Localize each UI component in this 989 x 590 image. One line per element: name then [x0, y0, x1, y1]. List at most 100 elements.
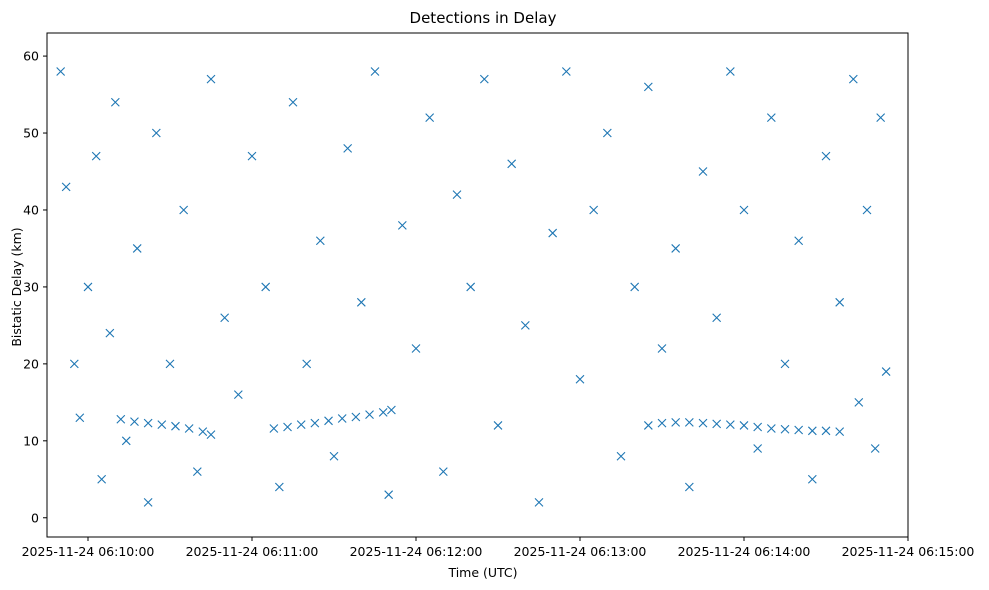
data-point — [83, 282, 93, 292]
data-point — [69, 359, 79, 369]
x-tick-label: 2025-11-24 06:10:00 — [22, 544, 155, 559]
y-axis: 0 10 20 30 40 50 60 — [23, 49, 47, 525]
data-point — [712, 313, 722, 323]
data-point — [848, 74, 858, 84]
data-point — [151, 128, 161, 138]
data-point — [739, 421, 749, 430]
data-point — [616, 451, 626, 461]
data-point — [269, 424, 279, 433]
data-point — [766, 424, 776, 433]
x-tick-label: 2025-11-24 06:14:00 — [678, 544, 811, 559]
data-point — [397, 220, 407, 230]
x-axis-label: Time (UTC) — [447, 565, 517, 580]
data-point — [132, 244, 142, 253]
data-point — [220, 313, 230, 323]
x-tick-label: 2025-11-24 06:11:00 — [186, 544, 319, 559]
data-point — [698, 418, 708, 428]
x-axis: 2025-11-24 06:10:00 2025-11-24 06:11:00 20… — [22, 537, 975, 559]
data-point — [780, 424, 790, 434]
data-point — [561, 67, 571, 76]
data-point — [206, 74, 216, 84]
data-point — [671, 417, 681, 427]
data-point — [657, 418, 667, 428]
data-point — [520, 321, 530, 330]
y-tick-label: 20 — [23, 356, 39, 371]
y-tick-label: 60 — [23, 49, 39, 64]
data-point — [274, 482, 284, 492]
data-point — [143, 418, 153, 428]
data-point — [310, 418, 320, 428]
data-point — [507, 159, 517, 169]
data-point — [143, 497, 153, 507]
data-point — [365, 410, 374, 420]
x-tick-label: 2025-11-24 06:12:00 — [350, 544, 483, 559]
data-point — [753, 422, 763, 432]
data-point — [876, 113, 886, 123]
y-tick-label: 50 — [23, 126, 39, 141]
data-point — [261, 282, 271, 292]
data-point — [643, 82, 653, 92]
data-point — [643, 421, 653, 430]
y-tick-label: 0 — [31, 510, 39, 525]
data-point — [684, 482, 694, 492]
data-point — [337, 414, 347, 423]
data-point — [548, 228, 558, 238]
data-point — [283, 422, 292, 432]
chart-title: Detections in Delay — [410, 9, 557, 27]
data-point — [807, 426, 817, 436]
data-point — [821, 426, 831, 436]
data-point — [712, 419, 722, 429]
data-point — [794, 236, 804, 246]
data-point — [698, 167, 708, 176]
data-point — [739, 205, 749, 215]
data-point — [807, 474, 817, 484]
data-point — [821, 151, 831, 161]
data-point — [794, 425, 804, 435]
data-point — [479, 74, 489, 84]
data-point — [854, 397, 864, 407]
data-point — [121, 436, 131, 446]
data-point — [881, 367, 891, 376]
data-point — [198, 427, 208, 436]
data-point — [61, 182, 71, 192]
data-point — [247, 151, 257, 161]
data-point — [630, 282, 640, 292]
data-point — [165, 359, 175, 369]
x-tick-label: 2025-11-24 06:15:00 — [842, 544, 975, 559]
data-point — [343, 144, 353, 153]
data-point — [534, 497, 544, 507]
data-point — [171, 421, 180, 431]
data-point — [192, 467, 202, 476]
data-point — [302, 359, 312, 369]
y-tick-label: 40 — [23, 202, 39, 217]
data-point — [157, 420, 167, 430]
data-point — [493, 421, 503, 430]
data-point — [425, 113, 435, 123]
data-point — [684, 417, 694, 427]
data-point — [356, 297, 366, 307]
data-point — [452, 190, 462, 199]
data-point — [233, 390, 243, 400]
data-point — [75, 413, 85, 423]
data-point — [411, 344, 421, 353]
data-point — [671, 244, 681, 253]
data-point — [438, 467, 448, 476]
y-tick-label: 30 — [23, 279, 39, 294]
data-point — [657, 344, 667, 353]
data-point — [130, 417, 139, 426]
data-point — [466, 282, 476, 292]
data-point — [378, 407, 388, 417]
y-tick-label: 10 — [23, 433, 39, 448]
data-point — [780, 359, 790, 369]
data-point — [206, 430, 216, 440]
data-point — [179, 205, 189, 215]
x-tick-label: 2025-11-24 06:13:00 — [514, 544, 647, 559]
data-point — [315, 236, 325, 246]
data-point — [589, 205, 599, 215]
data-point — [862, 205, 872, 215]
data-point — [766, 113, 776, 123]
data-point — [184, 424, 194, 433]
y-axis-label: Bistatic Delay (km) — [9, 227, 24, 346]
data-point — [835, 297, 845, 307]
